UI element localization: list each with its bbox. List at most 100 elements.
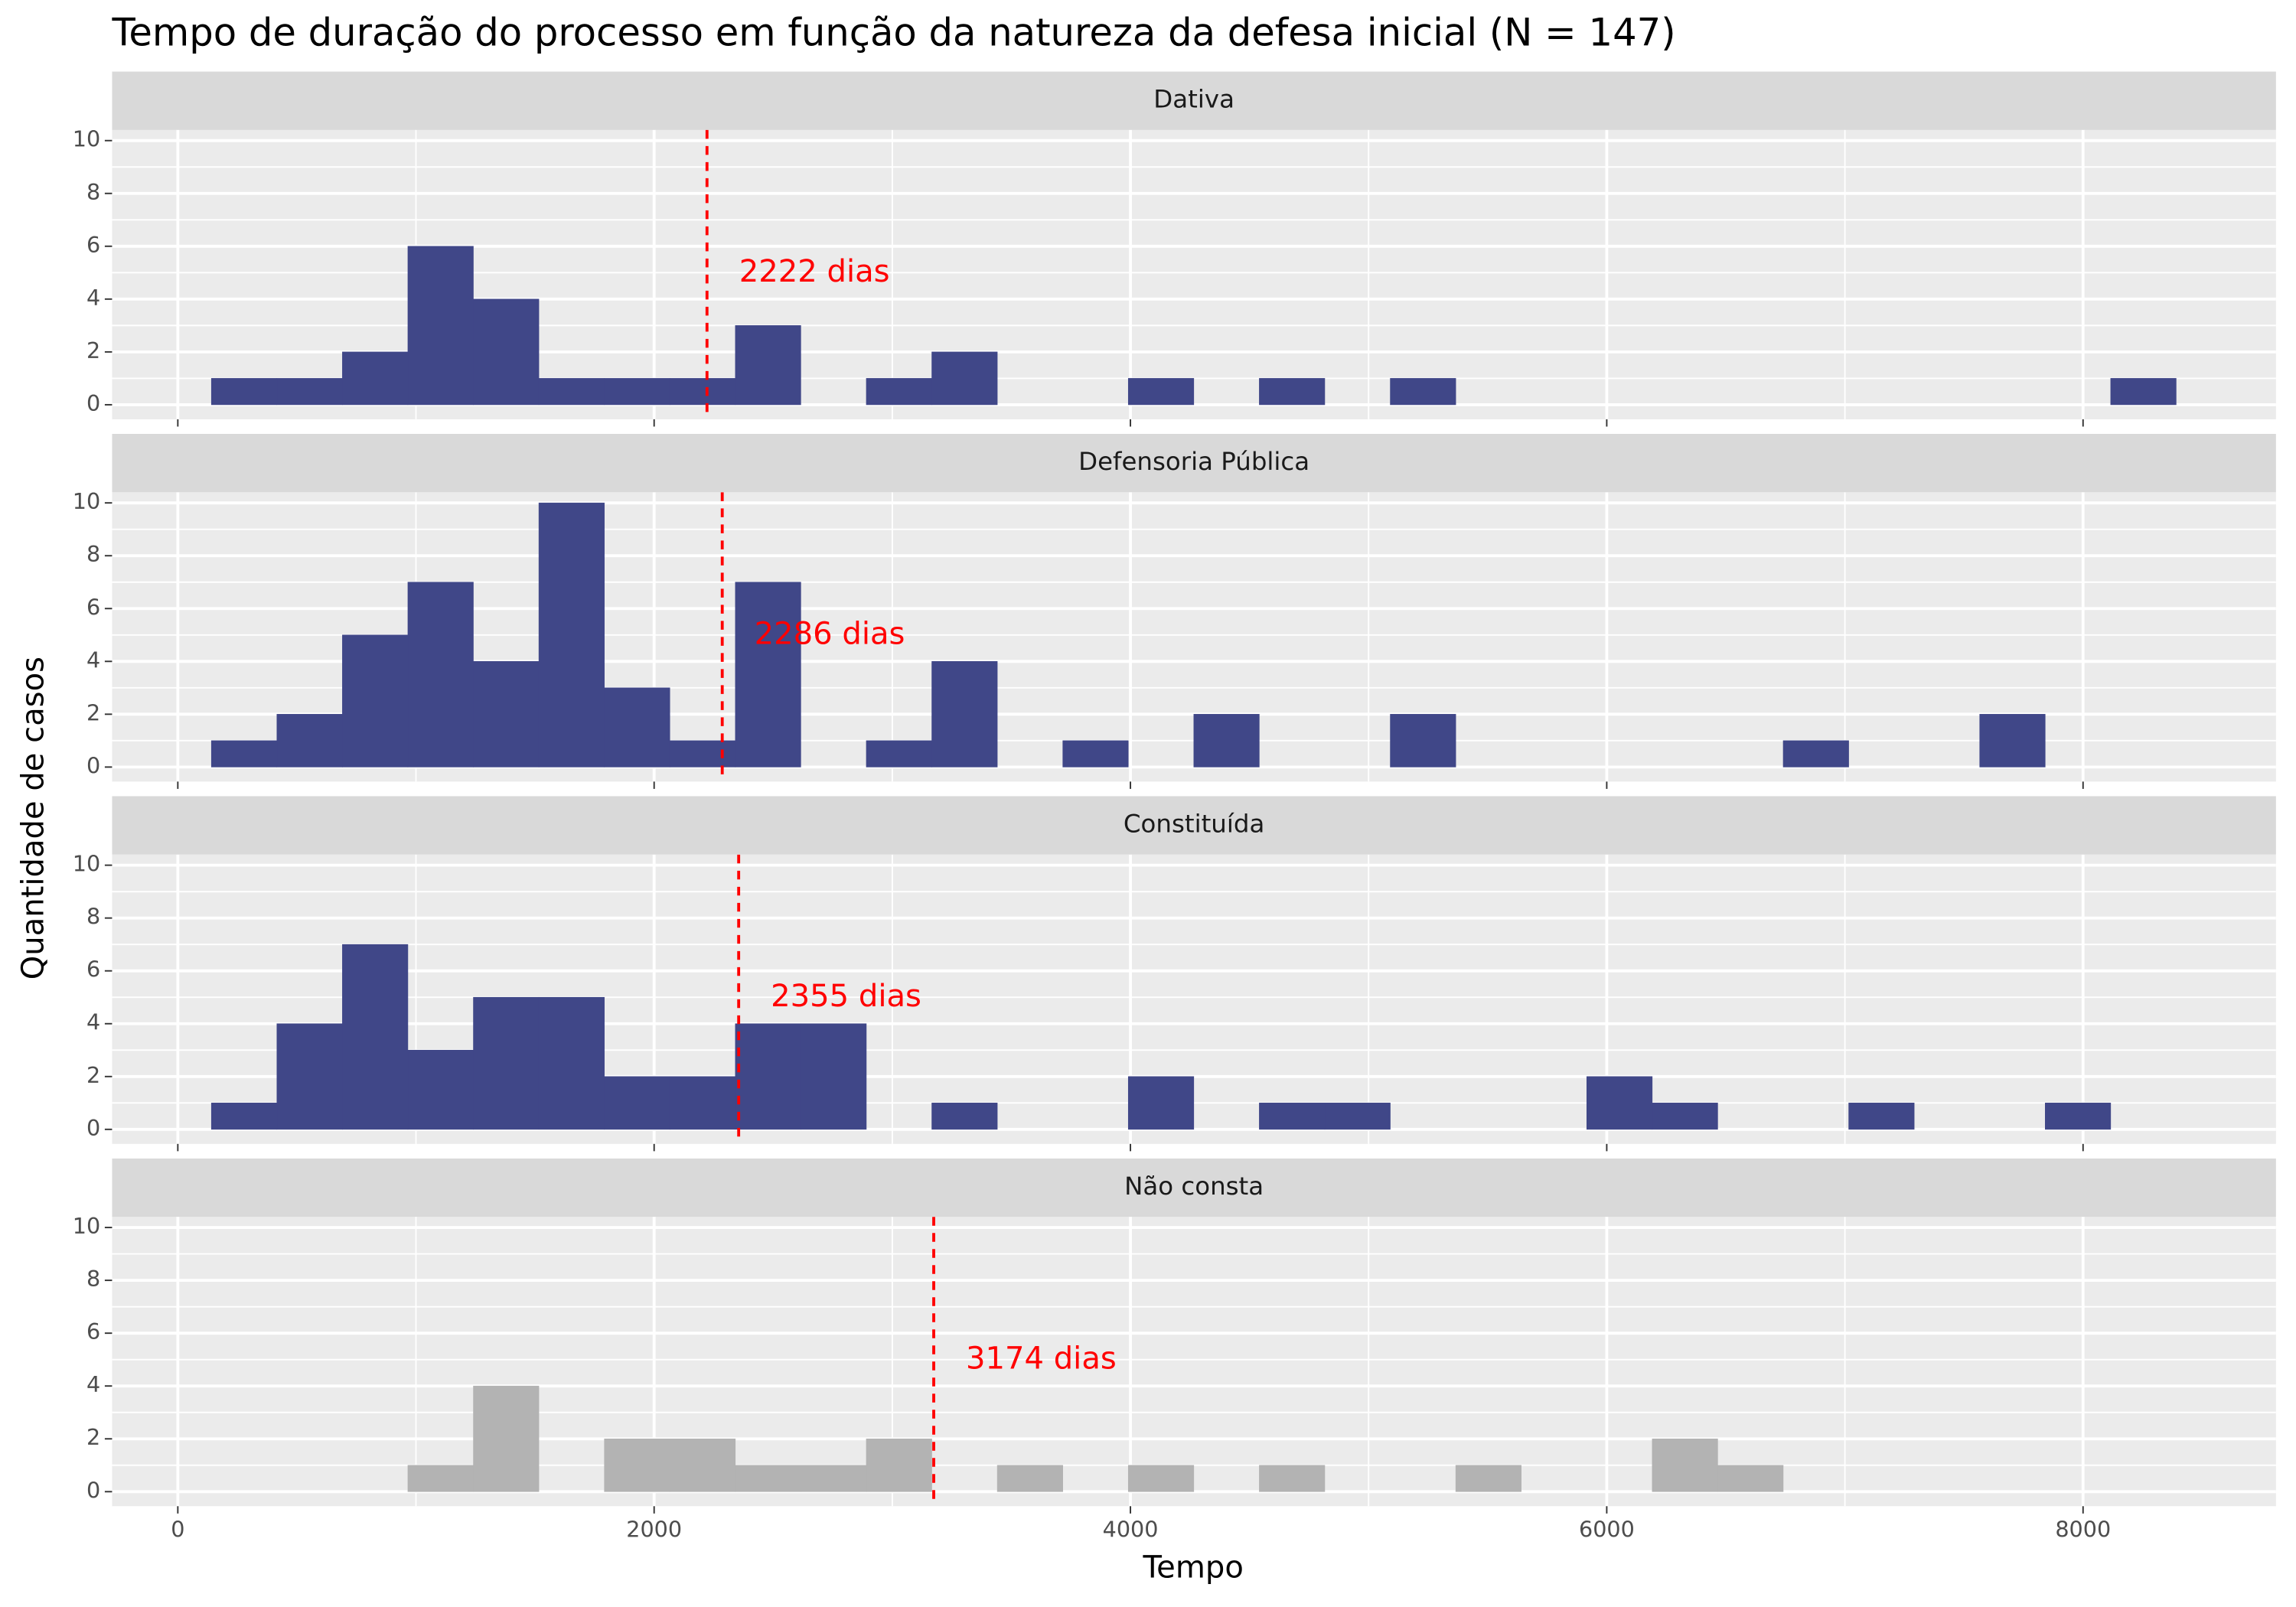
strip [112, 1158, 2276, 1217]
bar [342, 634, 409, 768]
y-tick-label: 0 [86, 752, 100, 778]
bar [604, 1438, 670, 1492]
bar [276, 714, 343, 768]
chart-title: Tempo de duração do processo em função d… [111, 10, 1675, 54]
bar [407, 1465, 474, 1492]
strip [112, 71, 2276, 130]
bar [1782, 740, 1849, 768]
bar [1259, 378, 1326, 406]
bar [210, 1103, 278, 1130]
bar [473, 298, 540, 406]
strip-label: Dativa [1153, 85, 1234, 114]
bar [669, 1076, 736, 1130]
y-tick-label: 8 [86, 541, 100, 567]
bar [735, 325, 801, 406]
bar [735, 1465, 801, 1492]
bar [342, 351, 409, 406]
panel [112, 1217, 2276, 1507]
x-tick-label: 0 [171, 1517, 184, 1543]
bar [1259, 1103, 1326, 1130]
bar [407, 582, 474, 768]
bar [407, 1049, 474, 1130]
mean-label: 2355 dias [771, 979, 921, 1014]
y-tick-label: 4 [86, 1371, 100, 1397]
strip-label: Constituída [1124, 810, 1264, 839]
bar [866, 378, 932, 406]
bar [604, 1076, 670, 1130]
y-tick-label: 2 [86, 1062, 100, 1088]
bar [473, 1385, 540, 1492]
bar [996, 1465, 1063, 1492]
x-tick-label: 2000 [626, 1517, 682, 1543]
bar [931, 661, 998, 768]
y-tick-label: 6 [86, 594, 100, 620]
y-tick-label: 8 [86, 179, 100, 205]
y-tick-label: 2 [86, 699, 100, 725]
y-tick-label: 2 [86, 1424, 100, 1450]
bar [866, 1438, 932, 1492]
bar [604, 378, 670, 406]
bar [210, 378, 278, 406]
bar [931, 351, 998, 406]
mean-label: 3174 dias [966, 1341, 1117, 1376]
mean-label: 2222 dias [739, 254, 890, 289]
bar [669, 1438, 736, 1492]
y-tick-label: 8 [86, 1266, 100, 1292]
bar [538, 378, 605, 406]
y-tick-label: 10 [73, 488, 100, 514]
bar [801, 1465, 867, 1492]
strip-label: Defensoria Pública [1078, 447, 1309, 476]
y-axis-title: Quantidade de casos [15, 657, 51, 980]
strip [112, 434, 2276, 493]
y-tick-label: 6 [86, 1319, 100, 1345]
bar [538, 502, 605, 768]
bar [210, 740, 278, 768]
bar [1390, 378, 1456, 406]
bar [1127, 1465, 1195, 1492]
bar [866, 740, 932, 768]
bar [1652, 1103, 1718, 1130]
y-tick-label: 2 [86, 337, 100, 363]
y-tick-label: 0 [86, 1477, 100, 1503]
bar [1586, 1076, 1653, 1130]
y-tick-label: 10 [73, 851, 100, 877]
bar [276, 378, 343, 406]
bar [1455, 1465, 1521, 1492]
y-tick-label: 6 [86, 232, 100, 258]
bar [1259, 1465, 1326, 1492]
bar [1324, 1103, 1391, 1130]
y-tick-label: 8 [86, 904, 100, 930]
bar [342, 944, 409, 1130]
bar [604, 687, 670, 768]
y-tick-label: 6 [86, 957, 100, 983]
bar [1127, 378, 1195, 406]
y-tick-label: 4 [86, 285, 100, 311]
x-tick-label: 6000 [1579, 1517, 1635, 1543]
x-tick-label: 4000 [1103, 1517, 1159, 1543]
x-axis-title: Tempo [1143, 1550, 1244, 1585]
y-tick-label: 4 [86, 647, 100, 673]
bar [1979, 714, 2046, 768]
y-tick-label: 0 [86, 390, 100, 416]
strip [112, 796, 2276, 855]
bar [801, 1023, 867, 1130]
bar [276, 1023, 343, 1130]
bar [1717, 1465, 1784, 1492]
bar [2045, 1103, 2112, 1130]
bar [473, 996, 540, 1130]
bar [1127, 1076, 1195, 1130]
bar [1848, 1103, 1915, 1130]
bar [407, 246, 474, 406]
bar [1390, 714, 1456, 768]
bar [1062, 740, 1129, 768]
y-tick-label: 10 [73, 1213, 100, 1239]
bar [669, 378, 736, 406]
bar [1652, 1438, 1718, 1492]
bar [735, 582, 801, 768]
x-tick-label: 8000 [2055, 1517, 2111, 1543]
mean-label: 2286 dias [755, 616, 905, 651]
bar [2110, 378, 2177, 406]
bar [538, 996, 605, 1130]
